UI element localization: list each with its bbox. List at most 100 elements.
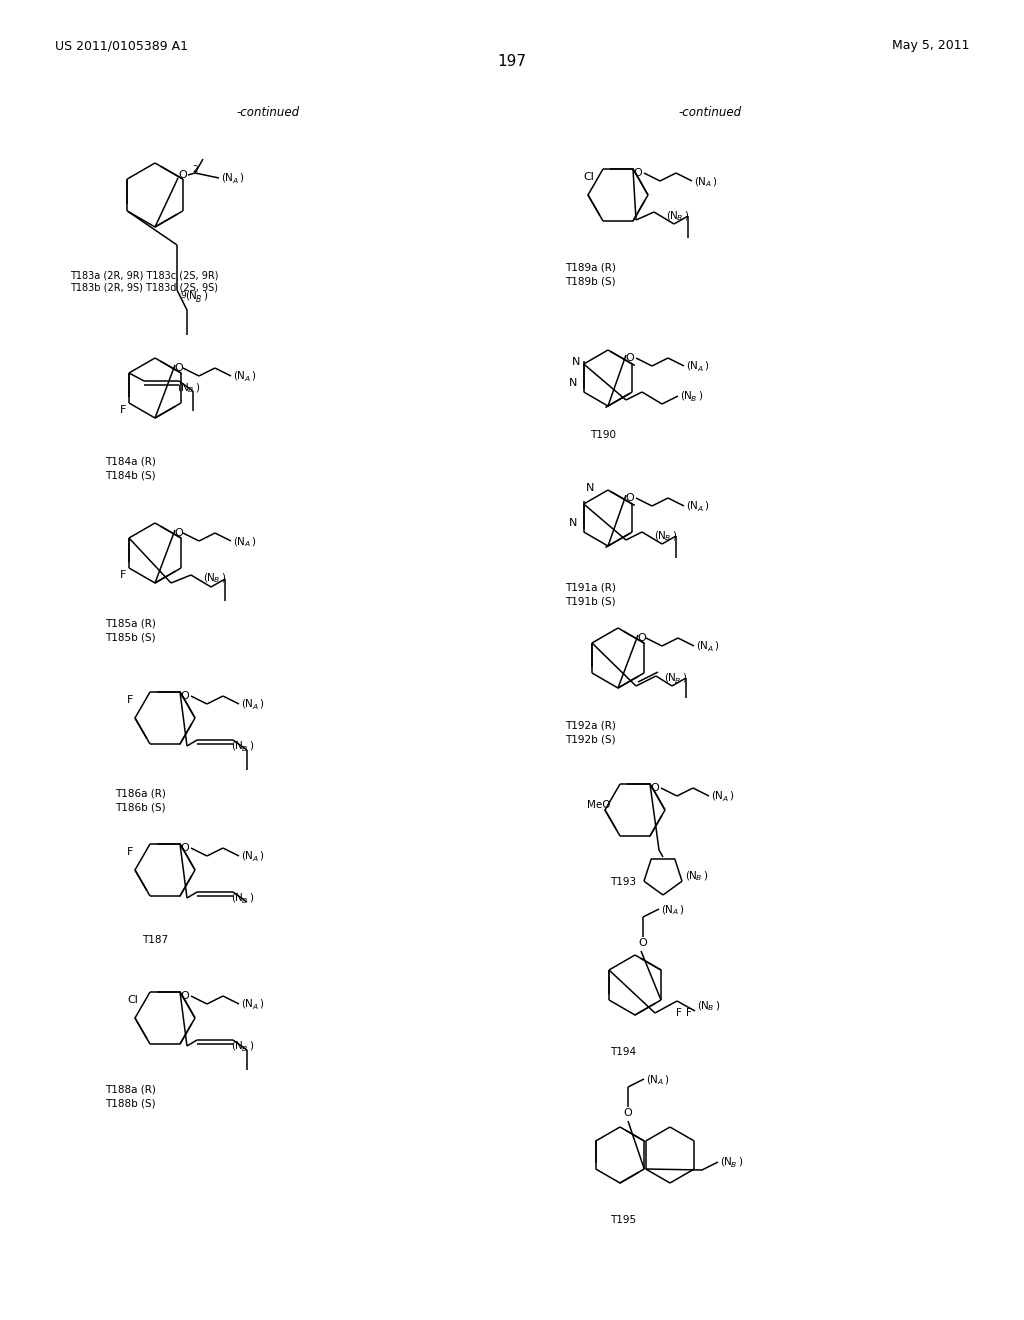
Text: ): ) [249,894,253,903]
Text: (N: (N [177,381,188,392]
Text: A: A [697,366,702,372]
Text: T190: T190 [590,430,616,440]
Text: A: A [232,178,238,183]
Text: ): ) [672,531,676,540]
Text: (N: (N [233,536,245,546]
Text: (N: (N [720,1158,732,1167]
Text: 2: 2 [193,165,198,174]
Text: N: N [568,517,578,528]
Text: Cl: Cl [583,172,594,182]
Text: (N: (N [694,176,706,186]
Text: T188b (S): T188b (S) [105,1100,156,1109]
Text: O: O [626,492,635,503]
Text: ): ) [259,700,263,709]
Text: ): ) [712,176,716,186]
Text: ): ) [239,173,243,183]
Text: (N: (N [233,371,245,381]
Text: O: O [175,528,183,539]
Text: T186b (S): T186b (S) [115,803,166,812]
Text: ): ) [705,360,708,371]
Text: B: B [214,577,219,583]
Text: (N: (N [697,1001,709,1010]
Text: F: F [676,1008,682,1018]
Text: ): ) [729,791,733,801]
Text: T186a (R): T186a (R) [115,788,166,799]
Text: N: N [586,483,594,492]
Text: T193: T193 [610,876,636,887]
Text: ): ) [714,642,718,651]
Text: (N: (N [711,791,723,801]
Text: A: A [697,506,702,512]
Text: (N: (N [662,904,673,913]
Text: ): ) [251,371,255,381]
Text: B: B [242,898,247,904]
Text: (N: (N [686,360,697,371]
Text: (N: (N [241,851,253,861]
Text: B: B [708,1005,713,1011]
Text: B: B [677,215,682,220]
Text: A: A [252,704,257,710]
Text: ): ) [703,870,707,880]
Text: B: B [188,387,194,393]
Text: T194: T194 [610,1047,636,1057]
Text: T183a (2R, 9R) T183c (2S, 9R): T183a (2R, 9R) T183c (2S, 9R) [70,271,218,280]
Text: B: B [691,396,696,403]
Text: (N: (N [221,173,232,183]
Text: ): ) [715,1001,719,1010]
Text: US 2011/0105389 A1: US 2011/0105389 A1 [55,40,188,53]
Text: ): ) [705,502,708,511]
Text: T195: T195 [610,1214,636,1225]
Text: (N: (N [654,531,666,540]
Text: (N: (N [231,741,243,751]
Text: O: O [178,170,187,180]
Text: T187: T187 [142,935,168,945]
Text: 197: 197 [498,54,526,70]
Text: O: O [639,939,647,948]
Text: O: O [650,783,659,793]
Text: O: O [638,634,646,643]
Text: ): ) [195,381,199,392]
Text: ): ) [682,673,686,682]
Text: (N: (N [203,572,215,582]
Text: (N: (N [666,210,678,220]
Text: ): ) [698,391,702,401]
Text: (N: (N [231,1041,243,1051]
Text: (N: (N [680,391,692,401]
Text: T189b (S): T189b (S) [565,277,615,286]
Text: (N: (N [241,700,253,709]
Text: (N: (N [696,642,708,651]
Text: B: B [665,535,670,541]
Text: -continued: -continued [237,107,300,120]
Text: (N: (N [646,1074,657,1084]
Text: ): ) [203,290,207,301]
Text: F: F [127,847,133,857]
Text: (N: (N [686,502,697,511]
Text: B: B [242,746,247,752]
Text: B: B [731,1162,736,1168]
Text: O: O [624,1107,633,1118]
Text: A: A [252,1005,257,1010]
Text: ): ) [259,999,263,1008]
Text: A: A [707,645,712,652]
Text: B: B [675,678,680,684]
Text: ): ) [221,572,225,582]
Text: 9: 9 [180,290,185,300]
Text: ): ) [249,741,253,751]
Text: MeO: MeO [587,800,610,810]
Text: T185b (S): T185b (S) [105,632,156,642]
Text: -continued: -continued [679,107,741,120]
Text: A: A [657,1078,663,1085]
Text: T183b (2R, 9S) T183d (2S, 9S): T183b (2R, 9S) T183d (2S, 9S) [70,282,218,293]
Text: T192b (S): T192b (S) [565,734,615,744]
Text: (N: (N [241,999,253,1008]
Text: F: F [127,696,133,705]
Text: (N: (N [664,673,676,682]
Text: O: O [626,352,635,363]
Text: B: B [696,875,701,880]
Text: O: O [180,690,189,701]
Text: F: F [120,570,126,579]
Text: T188a (R): T188a (R) [105,1085,156,1096]
Text: (N: (N [231,894,243,903]
Text: T185a (R): T185a (R) [105,618,156,628]
Text: O: O [180,843,189,853]
